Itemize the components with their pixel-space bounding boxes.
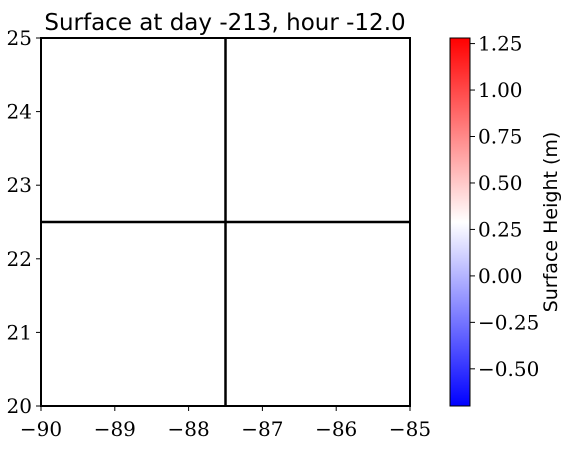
x-tick-label: −90 [20,417,62,441]
y-tick-label: 24 [7,100,32,124]
x-tick-label: −88 [167,417,209,441]
colorbar-tick-label: 0.50 [478,171,523,195]
x-tick-label: −85 [389,417,431,441]
colorbar-tick-label: 0.00 [478,264,523,288]
colorbar-tick-label: −0.50 [478,357,539,381]
x-tick-label: −89 [94,417,136,441]
colorbar-ticks: −0.50 −0.25 0.00 0.25 0.50 0.75 1.00 1.25 [470,32,539,381]
plot-frame [40,37,411,407]
x-tick-label: −87 [241,417,283,441]
colorbar-tick-label: 1.25 [478,32,523,56]
colorbar-label: Surface Height (m) [540,132,562,313]
plot-area: −90 −89 −88 −87 −86 −85 20 21 22 23 24 25 [7,26,432,441]
chart-title: Surface at day -213, hour -12.0 [44,10,405,36]
y-tick-label: 22 [7,247,32,271]
colorbar-tick-label: 0.75 [478,125,523,149]
colorbar-tick-label: −0.25 [478,310,539,334]
y-tick-label: 20 [7,394,32,418]
y-tick-label: 25 [7,26,32,50]
colorbar-tick-label: 0.25 [478,217,523,241]
colorbar [449,37,471,407]
x-tick-label: −86 [315,417,357,441]
y-tick-label: 21 [7,320,32,344]
colorbar-tick-label: 1.00 [478,78,523,102]
y-tick-label: 23 [7,173,32,197]
